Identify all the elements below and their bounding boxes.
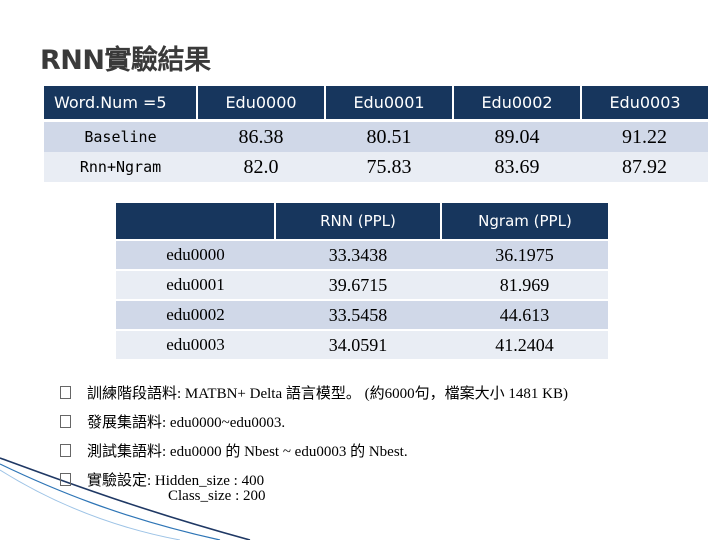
table-cell: 86.38 (197, 122, 325, 152)
table-cell: 41.2404 (441, 329, 608, 359)
bullet-box-icon (60, 415, 71, 428)
bullet-text: 發展集語料: edu0000~edu0003. (87, 415, 286, 431)
slide-title: RNN實驗結果 (40, 45, 211, 76)
bullet-text: 訓練階段語料: MATBN+ Delta 語言模型。 (約6000句，檔案大小 … (87, 386, 568, 402)
table-cell: 75.83 (325, 152, 453, 182)
list-item: 發展集語料: edu0000~edu0003. (60, 407, 568, 436)
bullet-list: 訓練階段語料: MATBN+ Delta 語言模型。 (約6000句，檔案大小 … (60, 378, 568, 494)
bullet-continuation: Class_size : 200 (168, 488, 266, 504)
table-header-row: Word.Num =5 Edu0000 Edu0001 Edu0002 Edu0… (44, 86, 708, 119)
table-row: edu0002 33.5458 44.613 (116, 299, 608, 330)
header-cell: RNN (PPL) (275, 203, 442, 240)
table-cell: 36.1975 (441, 239, 608, 270)
table-row: Baseline 86.38 80.51 89.04 91.22 (44, 122, 708, 152)
accuracy-table: Word.Num =5 Edu0000 Edu0001 Edu0002 Edu0… (44, 86, 708, 182)
table-cell: 33.3438 (275, 239, 441, 270)
row-label: Baseline (44, 122, 197, 152)
bullet-box-icon (60, 444, 71, 457)
table-cell: 89.04 (453, 122, 581, 152)
list-item: 實驗設定: Hidden_size : 400 (60, 465, 568, 494)
table-cell: 80.51 (325, 122, 453, 152)
header-cell: Edu0001 (325, 86, 454, 119)
table-cell: 39.6715 (275, 269, 441, 300)
row-label: edu0002 (116, 299, 275, 330)
table-cell: 91.22 (581, 122, 708, 152)
list-item: 訓練階段語料: MATBN+ Delta 語言模型。 (約6000句，檔案大小 … (60, 378, 568, 407)
row-label: edu0001 (116, 269, 275, 300)
row-label: edu0000 (116, 239, 275, 270)
table-cell: 82.0 (197, 152, 325, 182)
table-cell: 81.969 (441, 269, 608, 300)
header-cell (116, 203, 276, 240)
perplexity-table: RNN (PPL) Ngram (PPL) edu0000 33.3438 36… (116, 203, 608, 359)
table-header-row: RNN (PPL) Ngram (PPL) (116, 203, 608, 240)
table-row: edu0001 39.6715 81.969 (116, 269, 608, 300)
table-cell: 33.5458 (275, 299, 441, 330)
row-label: Rnn+Ngram (44, 152, 197, 182)
header-cell: Edu0000 (197, 86, 326, 119)
decorative-swoosh (0, 457, 251, 540)
bullet-box-icon (60, 386, 71, 399)
row-label: edu0003 (116, 329, 275, 359)
table-cell: 44.613 (441, 299, 608, 330)
table-row: Rnn+Ngram 82.0 75.83 83.69 87.92 (44, 152, 708, 182)
bullet-text: 實驗設定: Hidden_size : 400 (87, 473, 265, 489)
header-cell: Edu0002 (453, 86, 582, 119)
table-row: edu0003 34.0591 41.2404 (116, 329, 608, 359)
table-row: edu0000 33.3438 36.1975 (116, 239, 608, 270)
header-cell: Edu0003 (581, 86, 708, 119)
table-cell: 87.92 (581, 152, 708, 182)
header-cell: Word.Num =5 (44, 86, 198, 119)
bullet-box-icon (60, 473, 71, 486)
table-cell: 83.69 (453, 152, 581, 182)
list-item: 測試集語料: edu0000 的 Nbest ~ edu0003 的 Nbest… (60, 436, 568, 465)
table-cell: 34.0591 (275, 329, 441, 359)
header-cell: Ngram (PPL) (441, 203, 608, 240)
bullet-text: 測試集語料: edu0000 的 Nbest ~ edu0003 的 Nbest… (87, 444, 408, 460)
